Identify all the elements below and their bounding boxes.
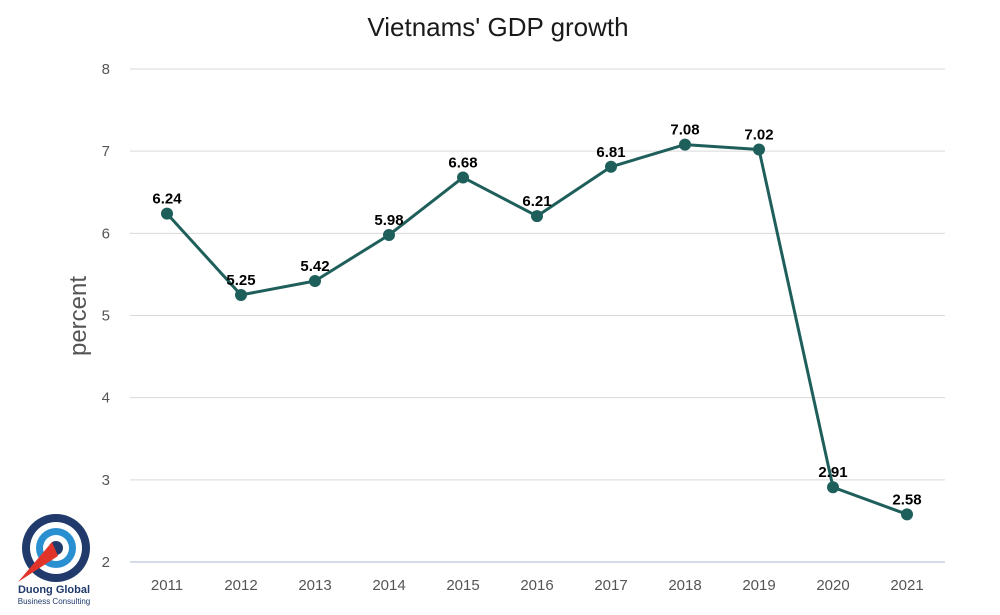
- x-tick-label: 2016: [520, 577, 553, 594]
- data-label: 6.24: [152, 191, 182, 208]
- target-icon: [18, 514, 90, 582]
- x-tick-label: 2019: [742, 577, 775, 594]
- data-label: 5.25: [226, 272, 255, 289]
- data-label: 5.98: [374, 212, 403, 229]
- x-tick-label: 2017: [594, 577, 627, 594]
- y-tick-label: 3: [102, 472, 110, 489]
- x-tick-label: 2013: [298, 577, 331, 594]
- data-label: 6.81: [596, 144, 625, 161]
- x-axis-ticks: 2011 2012 2013 2014 2015 2016 2017 2018 2019 2020…: [151, 577, 924, 594]
- data-label: 2.91: [818, 464, 847, 481]
- data-point: [457, 171, 469, 184]
- y-tick-label: 6: [102, 225, 110, 242]
- y-axis-label: percent: [65, 276, 92, 356]
- data-point: [383, 228, 395, 241]
- duong-global-logo: Duong Global Business Consulting: [14, 512, 94, 612]
- x-tick-label: 2015: [446, 577, 479, 594]
- data-point: [309, 274, 321, 287]
- data-point: [605, 160, 617, 173]
- data-point: [679, 138, 691, 151]
- data-point: [827, 481, 839, 494]
- chart-title: Vietnams' GDP growth: [367, 12, 628, 42]
- y-tick-label: 7: [102, 143, 110, 160]
- data-point: [235, 288, 247, 301]
- data-label: 7.08: [670, 122, 699, 139]
- data-label: 5.42: [300, 258, 329, 275]
- logo-name: Duong Global: [17, 584, 91, 596]
- data-point: [901, 508, 913, 521]
- data-point: [531, 210, 543, 223]
- series-gdp-growth: [161, 138, 913, 521]
- data-point: [753, 143, 765, 156]
- y-tick-label: 4: [102, 390, 110, 407]
- y-tick-label: 2: [102, 554, 110, 571]
- x-tick-label: 2012: [224, 577, 257, 594]
- logo-subtitle: Business Consulting: [17, 597, 91, 606]
- x-tick-label: 2021: [890, 577, 923, 594]
- data-label: 7.02: [744, 127, 773, 144]
- y-tick-label: 8: [102, 61, 110, 78]
- x-tick-label: 2018: [668, 577, 701, 594]
- y-axis-ticks: 2 3 4 5 6 7 8: [102, 61, 110, 571]
- x-tick-label: 2014: [372, 577, 405, 594]
- gridlines: [130, 68, 945, 563]
- y-tick-label: 5: [102, 308, 110, 325]
- data-point: [161, 207, 173, 220]
- data-label: 2.58: [892, 491, 921, 508]
- data-label: 6.21: [522, 193, 551, 210]
- data-labels: 6.24 5.25 5.42 5.98 6.68 6.21 6.81 7.08 7.02 2.91…: [152, 122, 921, 509]
- data-label: 6.68: [448, 154, 477, 171]
- x-tick-label: 2011: [151, 577, 183, 594]
- x-tick-label: 2020: [816, 577, 849, 594]
